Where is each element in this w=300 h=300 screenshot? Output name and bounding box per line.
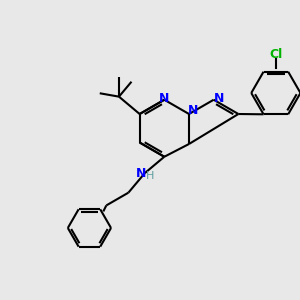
Text: N: N	[136, 167, 146, 180]
Text: N: N	[158, 92, 169, 105]
Text: Cl: Cl	[269, 48, 283, 62]
Text: N: N	[188, 104, 198, 117]
Text: H: H	[146, 171, 154, 181]
Text: N: N	[214, 92, 224, 105]
